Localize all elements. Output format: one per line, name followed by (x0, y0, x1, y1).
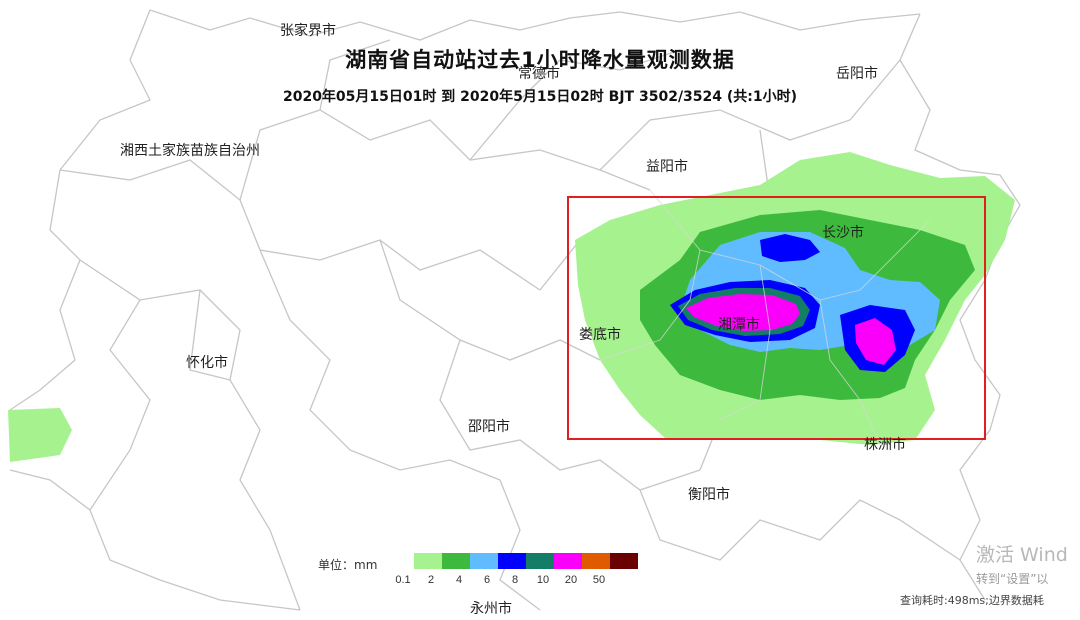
boundary-overlay (599, 189, 931, 446)
rain-west-edge (8, 408, 72, 462)
map-title: 湖南省自动站过去1小时降水量观测数据 (345, 48, 735, 72)
city-label-changde: 常德市 (518, 66, 560, 82)
city-label-hengyang: 衡阳市 (688, 487, 730, 503)
city-label-yongzhou: 永州市 (470, 601, 512, 617)
legend-tick: 50 (592, 574, 606, 586)
legend-tick: 4 (455, 574, 463, 586)
legend-ticks: 0.1 2 4 6 8 10 20 50 (395, 574, 656, 588)
legend-tick: 2 (427, 574, 435, 586)
rain-area (575, 152, 1015, 445)
legend-swatch (442, 553, 470, 569)
city-label-changsha: 长沙市 (822, 225, 864, 241)
legend-swatch (582, 553, 610, 569)
city-label-huaihua: 怀化市 (186, 355, 228, 371)
legend-swatch (498, 553, 526, 569)
legend-swatches (414, 553, 638, 569)
legend-swatch (610, 553, 638, 569)
city-label-xiangxi: 湘西土家族苗族自治州 (120, 143, 260, 159)
footer-status-text: 查询耗时:498ms;边界数据耗 (900, 594, 1044, 607)
city-label-loudi: 娄底市 (579, 327, 621, 343)
legend-tick: 10 (536, 574, 550, 586)
legend-swatch (414, 553, 442, 569)
legend-tick: 0.1 (395, 574, 411, 586)
map-subtitle: 2020年05月15日01时 到 2020年5月15日02时 BJT 3502/… (282, 89, 798, 105)
legend-swatch (554, 553, 582, 569)
legend-tick: 6 (483, 574, 491, 586)
highlight-box (567, 196, 986, 440)
legend-unit-label: 单位：mm (318, 558, 378, 572)
legend-tick: 20 (564, 574, 578, 586)
city-label-xiangtan: 湘潭市 (718, 317, 760, 333)
city-label-zhuzhou: 株洲市 (864, 437, 906, 453)
city-label-yueyang: 岳阳市 (836, 66, 878, 82)
city-label-zhangjiajie: 张家界市 (280, 23, 336, 39)
legend-swatch (470, 553, 498, 569)
legend-swatch (526, 553, 554, 569)
watermark-line-2: 转到“设置”以 (976, 572, 1049, 586)
city-label-shaoyang: 邵阳市 (468, 419, 510, 435)
city-label-yiyang: 益阳市 (646, 159, 688, 175)
legend-tick: 8 (511, 574, 519, 586)
watermark-line-1: 激活 Wind (976, 544, 1068, 566)
